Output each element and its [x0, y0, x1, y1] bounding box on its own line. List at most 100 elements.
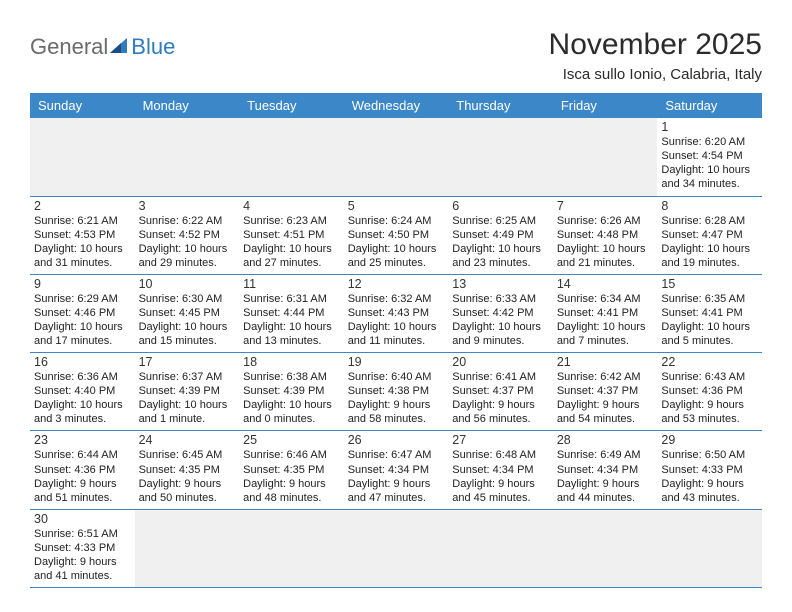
- day-number: 24: [139, 433, 236, 447]
- weekday-header: Friday: [553, 93, 658, 118]
- calendar-cell: 29Sunrise: 6:50 AMSunset: 4:33 PMDayligh…: [657, 431, 762, 509]
- location-label: Isca sullo Ionio, Calabria, Italy: [549, 66, 762, 83]
- day-info: Sunrise: 6:20 AMSunset: 4:54 PMDaylight:…: [661, 135, 758, 191]
- calendar-row: 9Sunrise: 6:29 AMSunset: 4:46 PMDaylight…: [30, 274, 762, 352]
- day-info: Sunrise: 6:31 AMSunset: 4:44 PMDaylight:…: [243, 292, 340, 348]
- day-info: Sunrise: 6:35 AMSunset: 4:41 PMDaylight:…: [661, 292, 758, 348]
- calendar-cell: 28Sunrise: 6:49 AMSunset: 4:34 PMDayligh…: [553, 431, 658, 509]
- day-number: 8: [661, 199, 758, 213]
- day-info: Sunrise: 6:46 AMSunset: 4:35 PMDaylight:…: [243, 448, 340, 504]
- day-info: Sunrise: 6:42 AMSunset: 4:37 PMDaylight:…: [557, 370, 654, 426]
- day-info: Sunrise: 6:21 AMSunset: 4:53 PMDaylight:…: [34, 214, 131, 270]
- calendar-cell: 17Sunrise: 6:37 AMSunset: 4:39 PMDayligh…: [135, 353, 240, 431]
- weekday-header: Wednesday: [344, 93, 449, 118]
- day-number: 28: [557, 433, 654, 447]
- calendar-row: 23Sunrise: 6:44 AMSunset: 4:36 PMDayligh…: [30, 431, 762, 509]
- calendar-cell: 9Sunrise: 6:29 AMSunset: 4:46 PMDaylight…: [30, 274, 135, 352]
- day-number: 10: [139, 277, 236, 291]
- logo: General Blue: [30, 28, 175, 60]
- day-info: Sunrise: 6:43 AMSunset: 4:36 PMDaylight:…: [661, 370, 758, 426]
- day-info: Sunrise: 6:51 AMSunset: 4:33 PMDaylight:…: [34, 527, 131, 583]
- day-info: Sunrise: 6:50 AMSunset: 4:33 PMDaylight:…: [661, 448, 758, 504]
- calendar-cell: 23Sunrise: 6:44 AMSunset: 4:36 PMDayligh…: [30, 431, 135, 509]
- day-number: 21: [557, 355, 654, 369]
- month-title: November 2025: [549, 28, 762, 62]
- day-number: 9: [34, 277, 131, 291]
- day-number: 3: [139, 199, 236, 213]
- calendar-cell: 21Sunrise: 6:42 AMSunset: 4:37 PMDayligh…: [553, 353, 658, 431]
- calendar-cell: 7Sunrise: 6:26 AMSunset: 4:48 PMDaylight…: [553, 196, 658, 274]
- calendar-cell: 27Sunrise: 6:48 AMSunset: 4:34 PMDayligh…: [448, 431, 553, 509]
- day-info: Sunrise: 6:45 AMSunset: 4:35 PMDaylight:…: [139, 448, 236, 504]
- calendar-cell: [344, 509, 449, 587]
- calendar-row: 30Sunrise: 6:51 AMSunset: 4:33 PMDayligh…: [30, 509, 762, 587]
- calendar-cell: 16Sunrise: 6:36 AMSunset: 4:40 PMDayligh…: [30, 353, 135, 431]
- calendar-row: 16Sunrise: 6:36 AMSunset: 4:40 PMDayligh…: [30, 353, 762, 431]
- calendar-cell: 19Sunrise: 6:40 AMSunset: 4:38 PMDayligh…: [344, 353, 449, 431]
- day-number: 17: [139, 355, 236, 369]
- calendar-cell: [448, 509, 553, 587]
- day-number: 29: [661, 433, 758, 447]
- day-info: Sunrise: 6:40 AMSunset: 4:38 PMDaylight:…: [348, 370, 445, 426]
- day-number: 14: [557, 277, 654, 291]
- calendar-cell: [135, 118, 240, 196]
- calendar-cell: 14Sunrise: 6:34 AMSunset: 4:41 PMDayligh…: [553, 274, 658, 352]
- day-number: 22: [661, 355, 758, 369]
- day-info: Sunrise: 6:44 AMSunset: 4:36 PMDaylight:…: [34, 448, 131, 504]
- weekday-header: Sunday: [30, 93, 135, 118]
- calendar-cell: [657, 509, 762, 587]
- calendar-table: Sunday Monday Tuesday Wednesday Thursday…: [30, 93, 762, 588]
- calendar-cell: [135, 509, 240, 587]
- day-info: Sunrise: 6:32 AMSunset: 4:43 PMDaylight:…: [348, 292, 445, 348]
- day-number: 20: [452, 355, 549, 369]
- logo-sail-icon: [110, 36, 130, 54]
- calendar-cell: 6Sunrise: 6:25 AMSunset: 4:49 PMDaylight…: [448, 196, 553, 274]
- calendar-row: 1Sunrise: 6:20 AMSunset: 4:54 PMDaylight…: [30, 118, 762, 196]
- calendar-cell: 11Sunrise: 6:31 AMSunset: 4:44 PMDayligh…: [239, 274, 344, 352]
- weekday-header: Monday: [135, 93, 240, 118]
- calendar-cell: 15Sunrise: 6:35 AMSunset: 4:41 PMDayligh…: [657, 274, 762, 352]
- calendar-cell: 3Sunrise: 6:22 AMSunset: 4:52 PMDaylight…: [135, 196, 240, 274]
- title-block: November 2025 Isca sullo Ionio, Calabria…: [549, 28, 762, 83]
- weekday-header-row: Sunday Monday Tuesday Wednesday Thursday…: [30, 93, 762, 118]
- calendar-cell: [344, 118, 449, 196]
- day-number: 25: [243, 433, 340, 447]
- calendar-cell: 25Sunrise: 6:46 AMSunset: 4:35 PMDayligh…: [239, 431, 344, 509]
- calendar-cell: 2Sunrise: 6:21 AMSunset: 4:53 PMDaylight…: [30, 196, 135, 274]
- day-info: Sunrise: 6:29 AMSunset: 4:46 PMDaylight:…: [34, 292, 131, 348]
- day-info: Sunrise: 6:37 AMSunset: 4:39 PMDaylight:…: [139, 370, 236, 426]
- day-number: 7: [557, 199, 654, 213]
- logo-text-blue: Blue: [131, 34, 175, 60]
- day-info: Sunrise: 6:33 AMSunset: 4:42 PMDaylight:…: [452, 292, 549, 348]
- calendar-cell: 4Sunrise: 6:23 AMSunset: 4:51 PMDaylight…: [239, 196, 344, 274]
- day-number: 18: [243, 355, 340, 369]
- day-number: 6: [452, 199, 549, 213]
- calendar-row: 2Sunrise: 6:21 AMSunset: 4:53 PMDaylight…: [30, 196, 762, 274]
- weekday-header: Thursday: [448, 93, 553, 118]
- calendar-cell: [448, 118, 553, 196]
- calendar-cell: 26Sunrise: 6:47 AMSunset: 4:34 PMDayligh…: [344, 431, 449, 509]
- calendar-cell: [553, 509, 658, 587]
- day-info: Sunrise: 6:30 AMSunset: 4:45 PMDaylight:…: [139, 292, 236, 348]
- header: General Blue November 2025 Isca sullo Io…: [30, 28, 762, 83]
- day-info: Sunrise: 6:48 AMSunset: 4:34 PMDaylight:…: [452, 448, 549, 504]
- day-number: 11: [243, 277, 340, 291]
- day-info: Sunrise: 6:28 AMSunset: 4:47 PMDaylight:…: [661, 214, 758, 270]
- calendar-body: 1Sunrise: 6:20 AMSunset: 4:54 PMDaylight…: [30, 118, 762, 588]
- calendar-cell: 12Sunrise: 6:32 AMSunset: 4:43 PMDayligh…: [344, 274, 449, 352]
- day-number: 19: [348, 355, 445, 369]
- calendar-cell: 1Sunrise: 6:20 AMSunset: 4:54 PMDaylight…: [657, 118, 762, 196]
- day-info: Sunrise: 6:24 AMSunset: 4:50 PMDaylight:…: [348, 214, 445, 270]
- calendar-cell: 22Sunrise: 6:43 AMSunset: 4:36 PMDayligh…: [657, 353, 762, 431]
- calendar-cell: 24Sunrise: 6:45 AMSunset: 4:35 PMDayligh…: [135, 431, 240, 509]
- day-number: 15: [661, 277, 758, 291]
- day-number: 12: [348, 277, 445, 291]
- day-info: Sunrise: 6:26 AMSunset: 4:48 PMDaylight:…: [557, 214, 654, 270]
- logo-text-general: General: [30, 34, 108, 60]
- day-info: Sunrise: 6:23 AMSunset: 4:51 PMDaylight:…: [243, 214, 340, 270]
- day-number: 30: [34, 512, 131, 526]
- calendar-cell: [239, 509, 344, 587]
- day-number: 4: [243, 199, 340, 213]
- day-number: 5: [348, 199, 445, 213]
- day-info: Sunrise: 6:49 AMSunset: 4:34 PMDaylight:…: [557, 448, 654, 504]
